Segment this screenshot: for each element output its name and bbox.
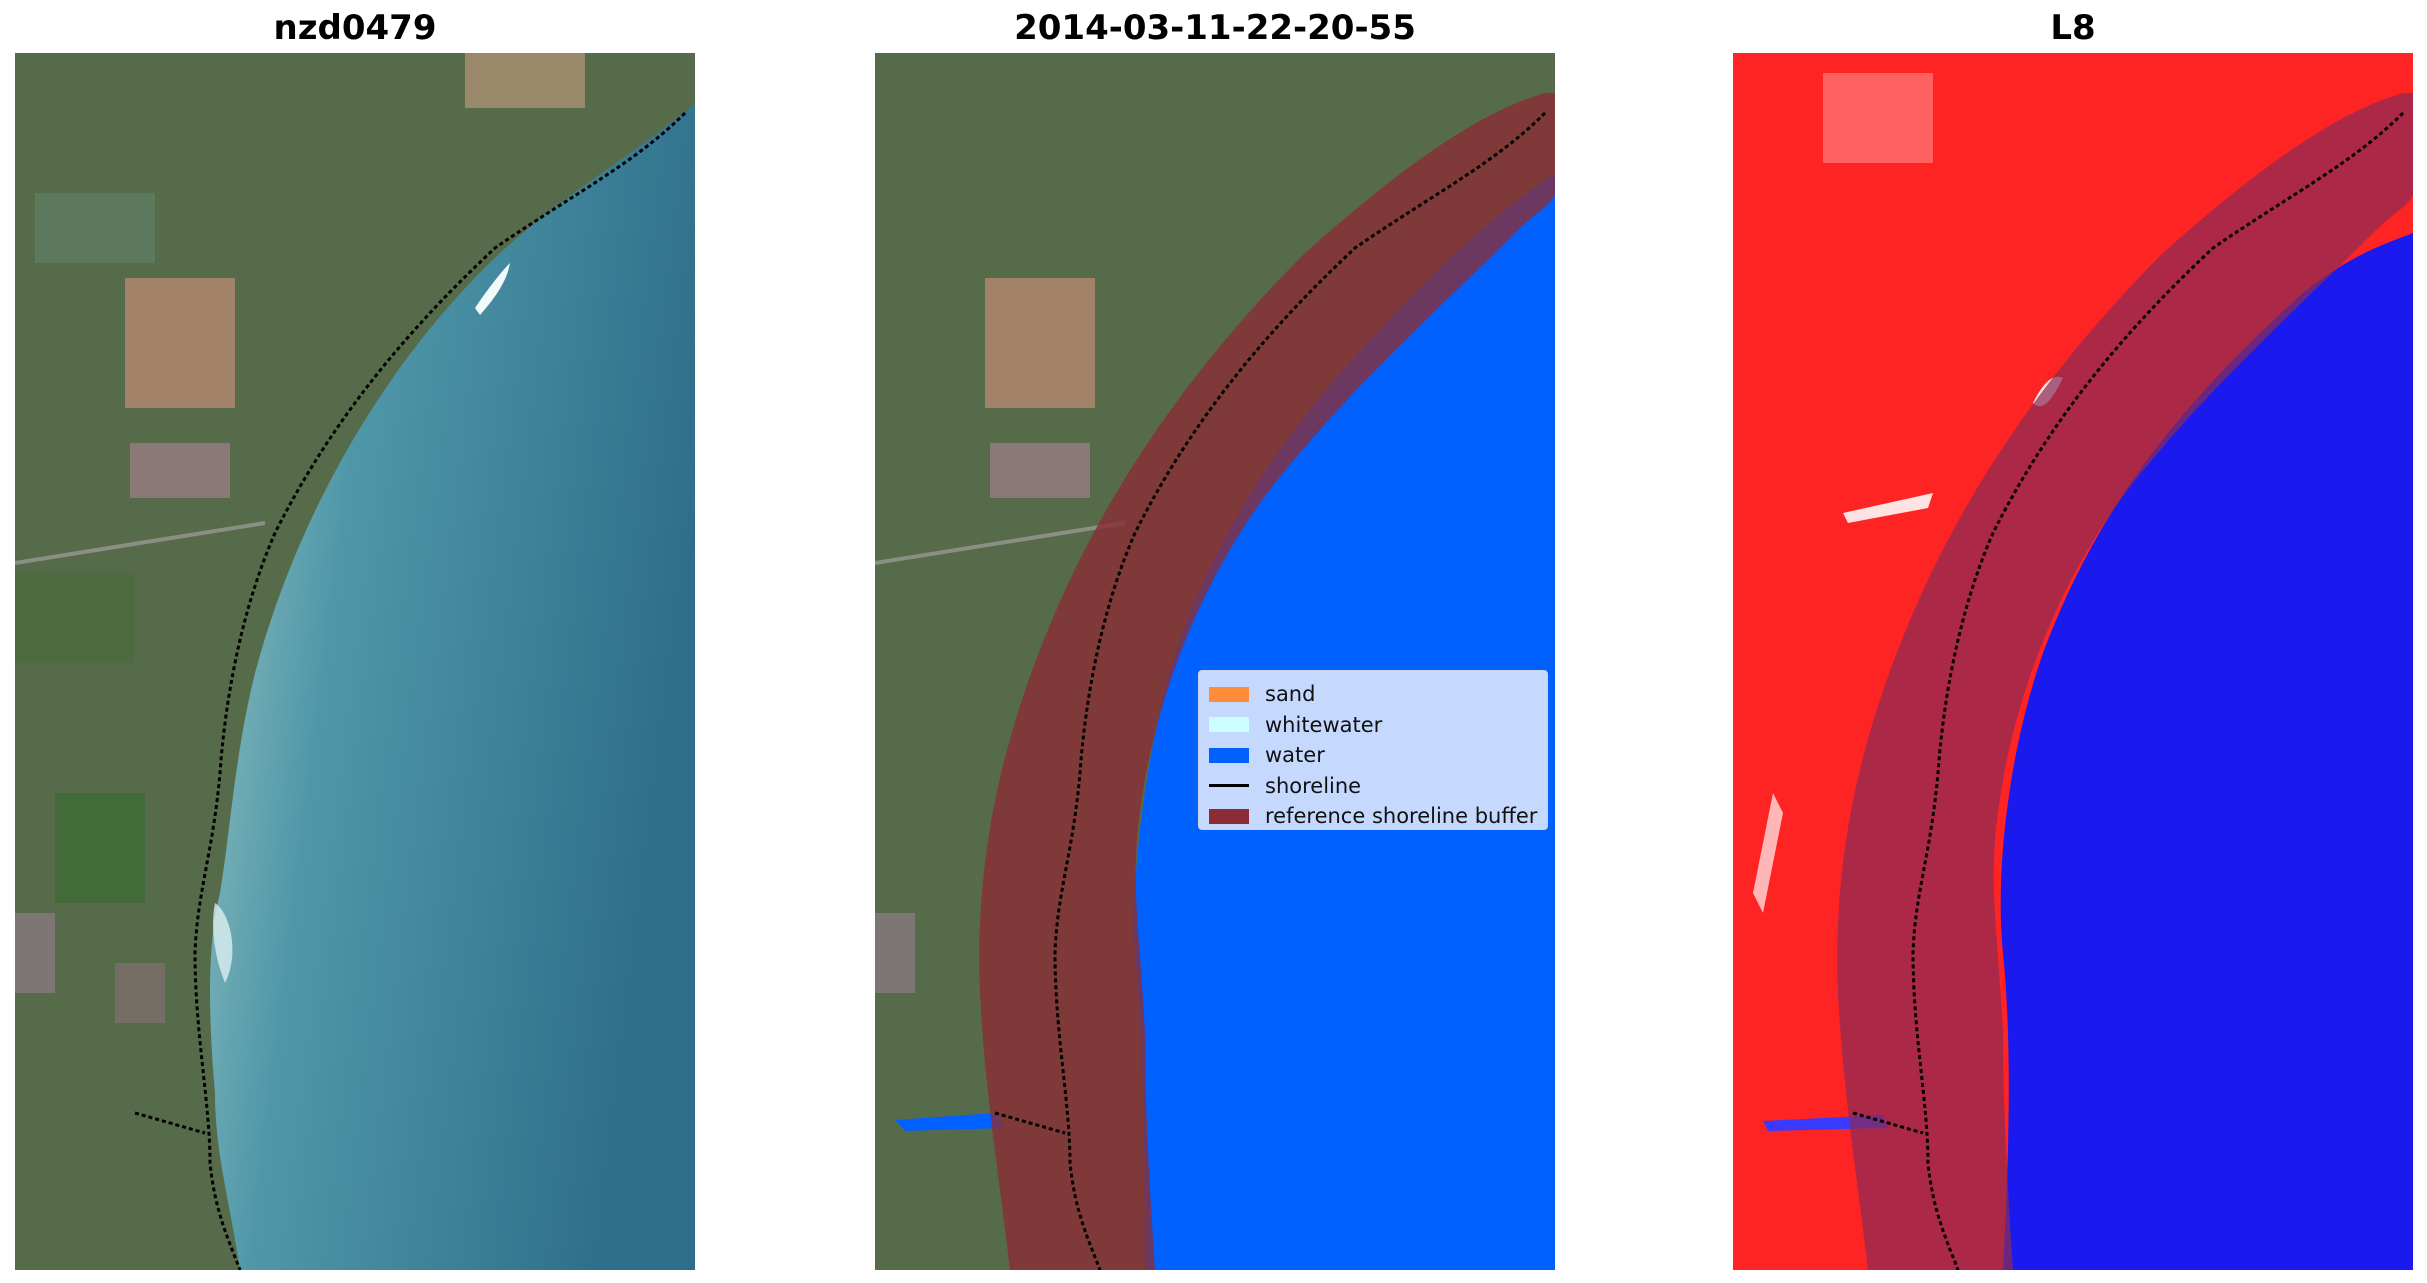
whitewater-swatch <box>1209 717 1249 733</box>
legend-label: shoreline <box>1265 773 1362 798</box>
road <box>15 521 266 565</box>
sea <box>210 103 695 1270</box>
shoreline <box>1852 1111 1924 1135</box>
field-patch <box>465 53 585 108</box>
sand-swatch <box>1209 686 1249 702</box>
water-swatch <box>1209 747 1249 763</box>
bright-patch <box>1843 493 1933 523</box>
classified-image-canvas <box>875 53 1555 1270</box>
field-patch <box>130 443 230 498</box>
field-patch <box>55 793 145 903</box>
legend-item-sand: sand <box>1209 679 1537 710</box>
legend-label: reference shoreline buffer <box>1265 804 1538 829</box>
legend-label: sand <box>1265 682 1316 707</box>
field-patch <box>875 913 915 993</box>
whitewater <box>475 263 510 315</box>
classified-image <box>875 53 1555 1270</box>
road <box>875 521 1126 565</box>
shoreline <box>193 111 687 1270</box>
field-patch <box>990 443 1090 498</box>
field-patch <box>125 278 235 408</box>
panel-title-classified: 2014-03-11-22-20-55 <box>1014 8 1416 48</box>
reference-shoreline-buffer <box>1837 93 2413 1270</box>
field-patch <box>35 193 155 263</box>
reference-shoreline-buffer <box>979 93 1555 1270</box>
field-patch <box>985 278 1095 408</box>
legend-item-buffer: reference shoreline buffer <box>1209 801 1537 832</box>
field-patch <box>15 573 135 663</box>
water-index <box>2000 233 2413 1270</box>
rgb-satellite-image <box>15 53 695 1270</box>
water-index-image <box>1733 53 2413 1270</box>
legend: sand whitewater water shoreline referenc… <box>1198 670 1548 830</box>
water-class <box>895 1113 1005 1131</box>
shoreline <box>1911 111 2405 1270</box>
legend-label: water <box>1265 743 1325 768</box>
legend-item-water: water <box>1209 740 1537 771</box>
shoreline <box>994 1111 1066 1135</box>
shoreline <box>1053 111 1547 1270</box>
whitewater <box>213 903 233 983</box>
legend-item-whitewater: whitewater <box>1209 710 1537 741</box>
rgb-image-canvas <box>15 53 695 1270</box>
field-patch <box>15 913 55 993</box>
legend-item-shoreline: shoreline <box>1209 771 1537 802</box>
legend-label: whitewater <box>1265 712 1383 737</box>
shoreline <box>134 1111 206 1135</box>
shoreline-line-swatch <box>1209 784 1249 788</box>
panel-title-index: L8 <box>2050 8 2096 48</box>
index-image-canvas <box>1733 53 2413 1270</box>
field-patch <box>115 963 165 1023</box>
bright-patch <box>1753 793 1783 913</box>
buffer-swatch <box>1209 808 1249 824</box>
bright-patch <box>1823 73 1933 163</box>
panel-title-rgb: nzd0479 <box>273 8 437 48</box>
